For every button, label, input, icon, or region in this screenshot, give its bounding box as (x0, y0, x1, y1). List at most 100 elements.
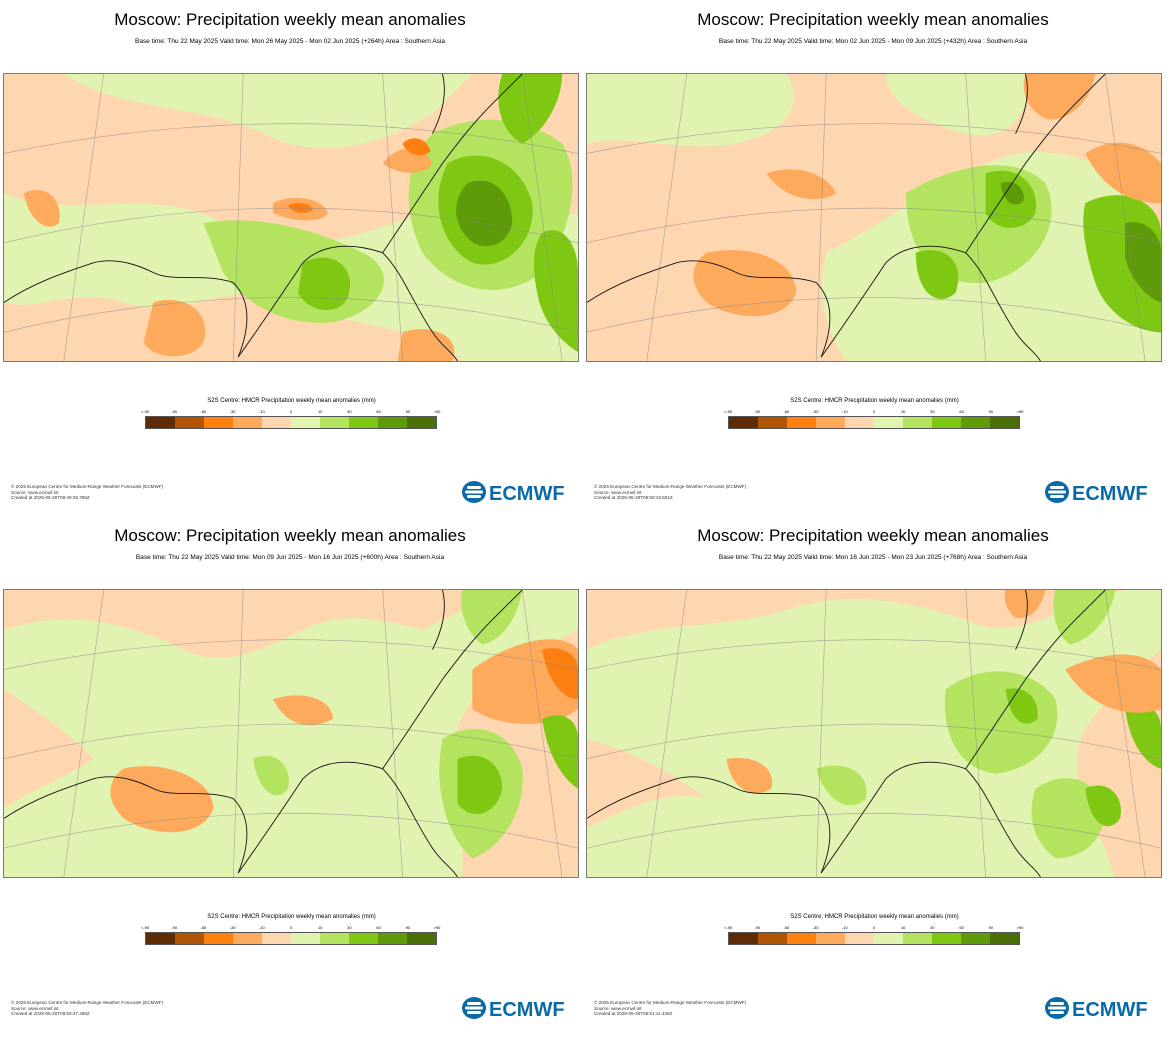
legend-tick-label: 10 (317, 925, 323, 930)
panel-subtitle: Base time: Thu 22 May 2025 Valid time: M… (718, 38, 1028, 45)
legend-tick-label: <-90 (140, 925, 150, 930)
footer-line-copyright: © 2025 European Centre for Medium-Range … (11, 1000, 164, 1005)
legend-tick-label: 10 (317, 409, 323, 414)
legend-ticks: <-90 -90 -60 -30 -10 0 10 30 60 90 >90 (140, 925, 442, 931)
legend-tick-label: 10 (900, 409, 906, 414)
anomaly-map (3, 589, 579, 878)
legend-tick-label: -90 (171, 925, 178, 930)
forecast-panel-1: Moscow: Precipitation weekly mean anomal… (0, 0, 580, 516)
legend-tick-label: -10 (841, 925, 848, 930)
legend-color-swatch (874, 933, 903, 944)
legend-tick-label: 60 (376, 925, 381, 930)
footer-line-copyright: © 2025 European Centre for Medium-Range … (11, 484, 164, 489)
legend-title: S2S Centre: HMCR Precipitation weekly me… (790, 914, 959, 920)
legend-color-swatch (729, 933, 758, 944)
legend-tick-label: <-90 (723, 925, 733, 930)
legend-tick-label: -60 (200, 409, 207, 414)
legend-tick-label: >90 (1016, 925, 1024, 930)
legend-color-swatch (932, 933, 961, 944)
legend-color-swatch (349, 933, 378, 944)
legend-color-swatch (729, 417, 758, 428)
legend-tick-label: -10 (258, 409, 265, 414)
legend-ticks: <-90 -90 -60 -30 -10 0 10 30 60 90 >90 (723, 925, 1025, 931)
legend-tick-label: -90 (754, 925, 761, 930)
legend-color-swatch (233, 417, 262, 428)
footer-line-created: Created at 2025-05-28T09:50:47.468Z (11, 1011, 90, 1017)
legend-color-swatch (349, 417, 378, 428)
legend-color-swatch (175, 417, 204, 428)
footer-line-created: Created at 2025-05-28T09:50:19.501Z (594, 495, 673, 501)
legend-color-swatch (262, 933, 291, 944)
ecmwf-logo: ECMWF (462, 996, 574, 1021)
legend-color-swatch (903, 933, 932, 944)
footer-line-copyright: © 2025 European Centre for Medium-Range … (594, 484, 747, 489)
legend-tick-label: 0 (289, 925, 293, 930)
legend-title: S2S Centre: HMCR Precipitation weekly me… (207, 914, 376, 920)
legend-tick-label: 0 (872, 409, 876, 414)
ecmwf-wordmark: ECMWF (1072, 999, 1148, 1020)
legend-color-bar (145, 932, 437, 945)
footer-credits: © 2025 European Centre for Medium-Range … (11, 1000, 163, 1017)
legend-tick-label: <-90 (140, 409, 150, 414)
legend-color-swatch (932, 417, 961, 428)
legend-color-swatch (787, 933, 816, 944)
legend-tick-label: 60 (959, 409, 964, 414)
legend-tick-label: >90 (433, 925, 441, 930)
anomaly-map (586, 73, 1162, 362)
footer-credits: © 2025 European Centre for Medium-Range … (11, 484, 163, 501)
legend-tick-label: -30 (229, 409, 236, 414)
legend-color-swatch (874, 417, 903, 428)
legend-tick-label: -60 (200, 925, 207, 930)
legend-color-swatch (845, 417, 874, 428)
ecmwf-logo: ECMWF (1045, 480, 1157, 505)
legend-tick-label: -30 (812, 925, 819, 930)
legend-tick-label: 30 (347, 925, 352, 930)
legend-color-swatch (175, 933, 204, 944)
ecmwf-logo: ECMWF (462, 480, 574, 505)
legend-title: S2S Centre: HMCR Precipitation weekly me… (207, 398, 376, 404)
legend-color-bar (145, 416, 437, 429)
legend-tick-label: >90 (433, 409, 441, 414)
legend-tick-label: -60 (783, 925, 790, 930)
forecast-panel-2: Moscow: Precipitation weekly mean anomal… (583, 0, 1163, 516)
legend-color-swatch (816, 933, 845, 944)
legend-tick-label: 90 (405, 409, 411, 414)
legend-tick-label: -10 (258, 925, 265, 930)
footer-line-copyright: © 2025 European Centre for Medium-Range … (594, 1000, 747, 1005)
footer-line-created: Created at 2025-05-28T09:51:11.436Z (594, 1011, 673, 1017)
legend-color-swatch (787, 417, 816, 428)
legend-color-swatch (407, 417, 436, 428)
legend-color-swatch (903, 417, 932, 428)
legend-color-swatch (146, 417, 175, 428)
legend-color-bar (728, 416, 1020, 429)
panel-subtitle: Base time: Thu 22 May 2025 Valid time: M… (135, 38, 445, 45)
footer-line-source: Source: www.ecmwf.int (594, 1005, 642, 1011)
legend-tick-label: <-90 (723, 409, 733, 414)
panel-title: Moscow: Precipitation weekly mean anomal… (697, 10, 1049, 29)
legend-tick-label: 90 (988, 925, 994, 930)
ecmwf-logo: ECMWF (1045, 996, 1157, 1021)
legend-tick-label: 0 (289, 409, 293, 414)
footer-credits: © 2025 European Centre for Medium-Range … (594, 1000, 746, 1017)
legend-tick-label: -10 (841, 409, 848, 414)
ecmwf-emblem-icon (1045, 997, 1069, 1019)
legend-tick-label: -30 (229, 925, 236, 930)
panel-title: Moscow: Precipitation weekly mean anomal… (697, 526, 1049, 545)
legend-tick-label: 60 (376, 409, 381, 414)
forecast-panel-3: Moscow: Precipitation weekly mean anomal… (0, 516, 580, 1032)
legend-color-swatch (378, 933, 407, 944)
panel-subtitle: Base time: Thu 22 May 2025 Valid time: M… (135, 554, 445, 561)
panel-title: Moscow: Precipitation weekly mean anomal… (114, 10, 466, 29)
footer-line-source: Source: www.ecmwf.int (11, 1005, 59, 1011)
legend-tick-label: -60 (783, 409, 790, 414)
legend-tick-label: -90 (171, 409, 178, 414)
legend-tick-label: 30 (930, 925, 935, 930)
legend-color-swatch (291, 417, 320, 428)
ecmwf-wordmark: ECMWF (489, 483, 565, 504)
legend-color-swatch (378, 417, 407, 428)
legend-tick-label: 30 (930, 409, 935, 414)
ecmwf-emblem-icon (462, 481, 486, 503)
legend-color-swatch (845, 933, 874, 944)
legend-color-swatch (204, 417, 233, 428)
legend-ticks: <-90 -90 -60 -30 -10 0 10 30 60 90 >90 (723, 409, 1025, 415)
